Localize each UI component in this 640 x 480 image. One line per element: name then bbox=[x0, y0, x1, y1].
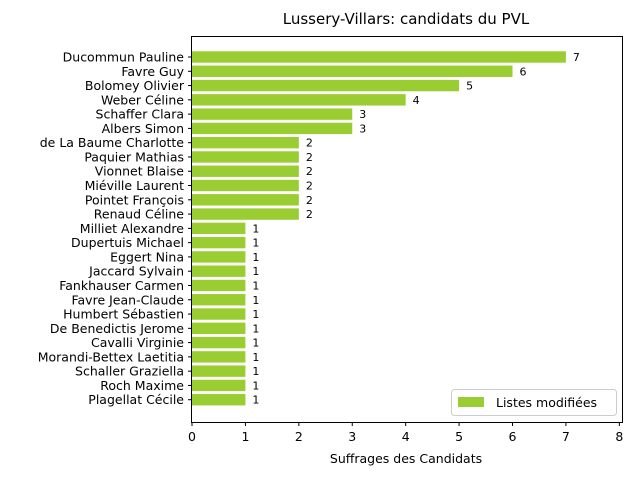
x-tick-label: 0 bbox=[188, 429, 196, 444]
bar bbox=[192, 136, 299, 149]
category-label: Vionnet Blaise bbox=[95, 164, 185, 179]
x-tick-label: 7 bbox=[562, 429, 570, 444]
bar-value-label: 5 bbox=[466, 80, 473, 93]
bar-value-label: 2 bbox=[306, 137, 313, 150]
category-label: Morandi-Bettex Laetitia bbox=[38, 349, 184, 364]
bar bbox=[192, 379, 246, 392]
bar bbox=[192, 208, 299, 220]
bar bbox=[192, 265, 246, 277]
x-tick-label: 3 bbox=[348, 429, 356, 444]
bar-value-label: 1 bbox=[252, 265, 259, 278]
bar-value-label: 6 bbox=[519, 65, 526, 78]
category-label: Favre Guy bbox=[121, 64, 184, 79]
category-label: de La Baume Charlotte bbox=[40, 135, 185, 150]
bar bbox=[192, 79, 460, 92]
bar bbox=[192, 351, 246, 363]
category-label: Milliet Alexandre bbox=[80, 221, 185, 236]
category-label: Schaller Graziella bbox=[75, 364, 184, 379]
chart-title: Lussery-Villars: candidats du PVL bbox=[283, 10, 530, 28]
bar-value-label: 3 bbox=[359, 122, 366, 135]
legend-box bbox=[451, 389, 617, 416]
plot-frame bbox=[191, 36, 623, 423]
category-label: Albers Simon bbox=[102, 121, 184, 136]
x-tick-label: 1 bbox=[241, 429, 249, 444]
category-label: Favre Jean-Claude bbox=[71, 292, 184, 307]
bar-value-label: 1 bbox=[252, 279, 259, 292]
x-tick-label: 4 bbox=[402, 429, 410, 444]
bar bbox=[192, 179, 299, 192]
category-label: Weber Céline bbox=[101, 92, 184, 107]
bar bbox=[192, 122, 353, 135]
bar bbox=[192, 322, 246, 335]
bar-value-label: 1 bbox=[252, 251, 259, 264]
category-label: Roch Maxime bbox=[100, 378, 184, 393]
bar bbox=[192, 51, 566, 63]
category-label: Pointet François bbox=[85, 192, 184, 207]
x-tick-label: 2 bbox=[295, 429, 303, 444]
bar bbox=[192, 165, 299, 177]
x-tick-label: 8 bbox=[615, 429, 623, 444]
bar bbox=[192, 65, 513, 77]
bar bbox=[192, 222, 246, 235]
bar bbox=[192, 94, 406, 106]
bar-value-label: 1 bbox=[252, 351, 259, 364]
category-label: Paquier Mathias bbox=[84, 149, 184, 164]
bar-value-label: 1 bbox=[252, 365, 259, 378]
category-label: Ducommun Pauline bbox=[63, 50, 185, 65]
x-tick-label: 6 bbox=[509, 429, 517, 444]
bar-value-label: 2 bbox=[306, 208, 313, 221]
bar bbox=[192, 151, 299, 163]
bar-value-label: 7 bbox=[573, 51, 580, 64]
category-label: Cavalli Virginie bbox=[91, 335, 184, 350]
bars-group bbox=[192, 51, 566, 406]
bar bbox=[192, 336, 246, 349]
bar bbox=[192, 108, 353, 120]
bar-value-label: 1 bbox=[252, 379, 259, 392]
bar-value-label: 1 bbox=[252, 294, 259, 307]
bar bbox=[192, 365, 246, 377]
category-label: De Benedictis Jerome bbox=[50, 321, 184, 336]
bar-value-label: 1 bbox=[252, 337, 259, 350]
bar bbox=[192, 194, 299, 206]
category-label: Bolomey Olivier bbox=[85, 78, 185, 93]
legend-label: Listes modifiées bbox=[496, 395, 597, 410]
bar-value-label: 3 bbox=[359, 108, 366, 121]
category-label: Jaccard Sylvain bbox=[88, 264, 184, 279]
x-tick-label: 5 bbox=[455, 429, 463, 444]
bar bbox=[192, 308, 246, 320]
x-axis-label: Suffrages des Candidats bbox=[330, 451, 482, 466]
category-label: Humbert Sébastien bbox=[63, 307, 184, 322]
category-label: Renaud Céline bbox=[94, 207, 185, 222]
bar-value-label: 2 bbox=[306, 194, 313, 207]
bar-value-label: 1 bbox=[252, 322, 259, 335]
bar bbox=[192, 294, 246, 306]
category-label: Fankhauser Carmen bbox=[59, 278, 184, 293]
category-label: Eggert Nina bbox=[110, 249, 184, 264]
category-label: Miéville Laurent bbox=[85, 178, 184, 193]
category-label: Plagellat Cécile bbox=[88, 392, 184, 407]
bar-value-label: 2 bbox=[306, 165, 313, 178]
bar-value-label: 2 bbox=[306, 151, 313, 164]
bar-value-label: 2 bbox=[306, 180, 313, 193]
bar-value-label: 1 bbox=[252, 308, 259, 321]
bar bbox=[192, 251, 246, 263]
bar bbox=[192, 279, 246, 292]
legend-swatch bbox=[458, 397, 484, 407]
bar-value-label: 1 bbox=[252, 237, 259, 250]
bar-value-label: 1 bbox=[252, 222, 259, 235]
category-label: Schaffer Clara bbox=[96, 107, 184, 122]
bar bbox=[192, 394, 246, 406]
bar bbox=[192, 236, 246, 249]
bar-value-label: 1 bbox=[252, 394, 259, 407]
category-label: Dupertuis Michael bbox=[71, 235, 184, 250]
bar-value-label: 4 bbox=[413, 94, 420, 107]
legend: Listes modifiées bbox=[451, 389, 617, 416]
